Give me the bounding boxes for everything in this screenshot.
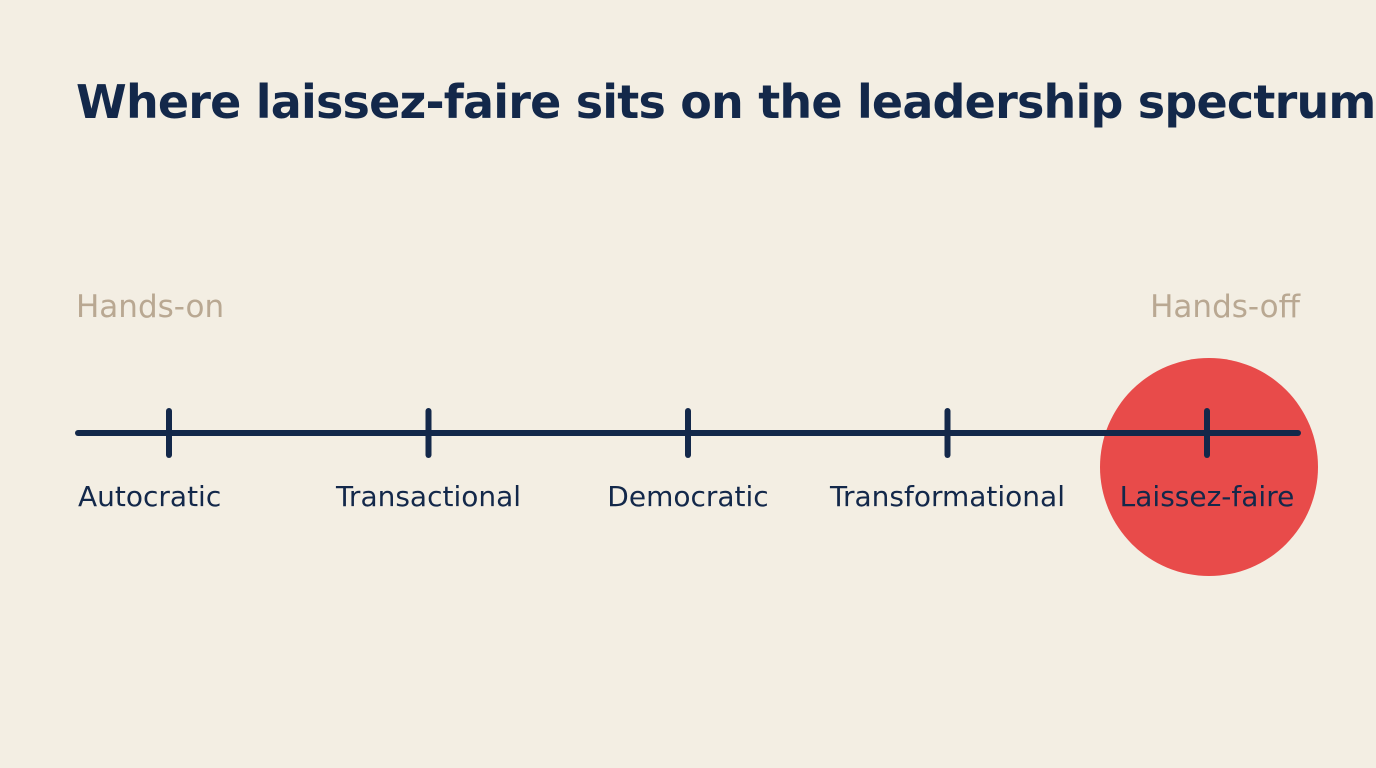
hands-on-label: Hands-on <box>76 289 225 325</box>
hands-off-label: Hands-off <box>1150 289 1300 325</box>
label-laissez-faire: Laissez-faire <box>1120 480 1295 513</box>
label-autocratic: Autocratic <box>78 480 221 513</box>
page-title: Where laissez-faire sits on the leadersh… <box>76 75 1376 129</box>
highlight-circle <box>1100 358 1318 576</box>
spectrum-ticks <box>166 408 1210 458</box>
label-transformational: Transformational <box>829 480 1065 513</box>
label-democratic: Democratic <box>607 480 768 513</box>
spectrum-labels: Autocratic Transactional Democratic Transfo… <box>78 480 1294 513</box>
label-transactional: Transactional <box>335 480 521 513</box>
